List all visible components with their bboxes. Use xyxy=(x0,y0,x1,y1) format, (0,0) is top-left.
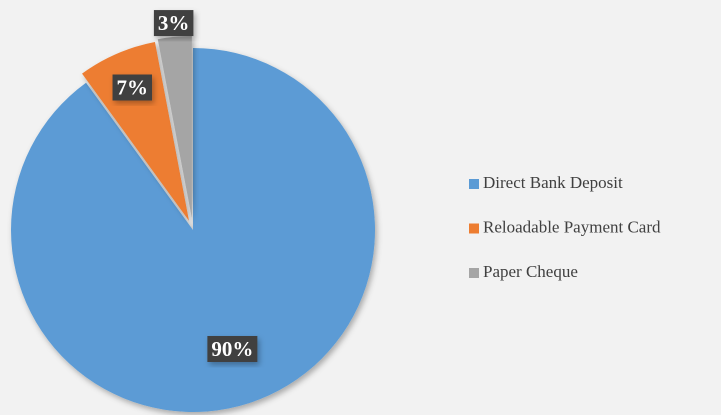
data-label-box xyxy=(112,74,153,101)
pie-slice xyxy=(157,36,192,219)
legend-label: Reloadable Payment Card xyxy=(483,217,661,236)
legend: Direct Bank Deposit Reloadable Payment Ca… xyxy=(469,173,661,281)
pie-slice xyxy=(10,48,376,412)
legend-label: Paper Cheque xyxy=(483,262,578,281)
data-label-box xyxy=(207,335,258,362)
data-label-box xyxy=(153,10,194,37)
data-label: 3% xyxy=(158,11,190,35)
data-label: 7% xyxy=(117,76,149,100)
legend-label: Direct Bank Deposit xyxy=(483,173,623,192)
legend-swatch xyxy=(469,179,479,189)
legend-swatch xyxy=(469,268,479,278)
pie-slice xyxy=(82,42,190,221)
data-labels: 90% 7% 3% xyxy=(112,10,258,362)
pie xyxy=(10,36,376,412)
data-label: 90% xyxy=(211,337,253,361)
legend-swatch xyxy=(469,223,479,234)
